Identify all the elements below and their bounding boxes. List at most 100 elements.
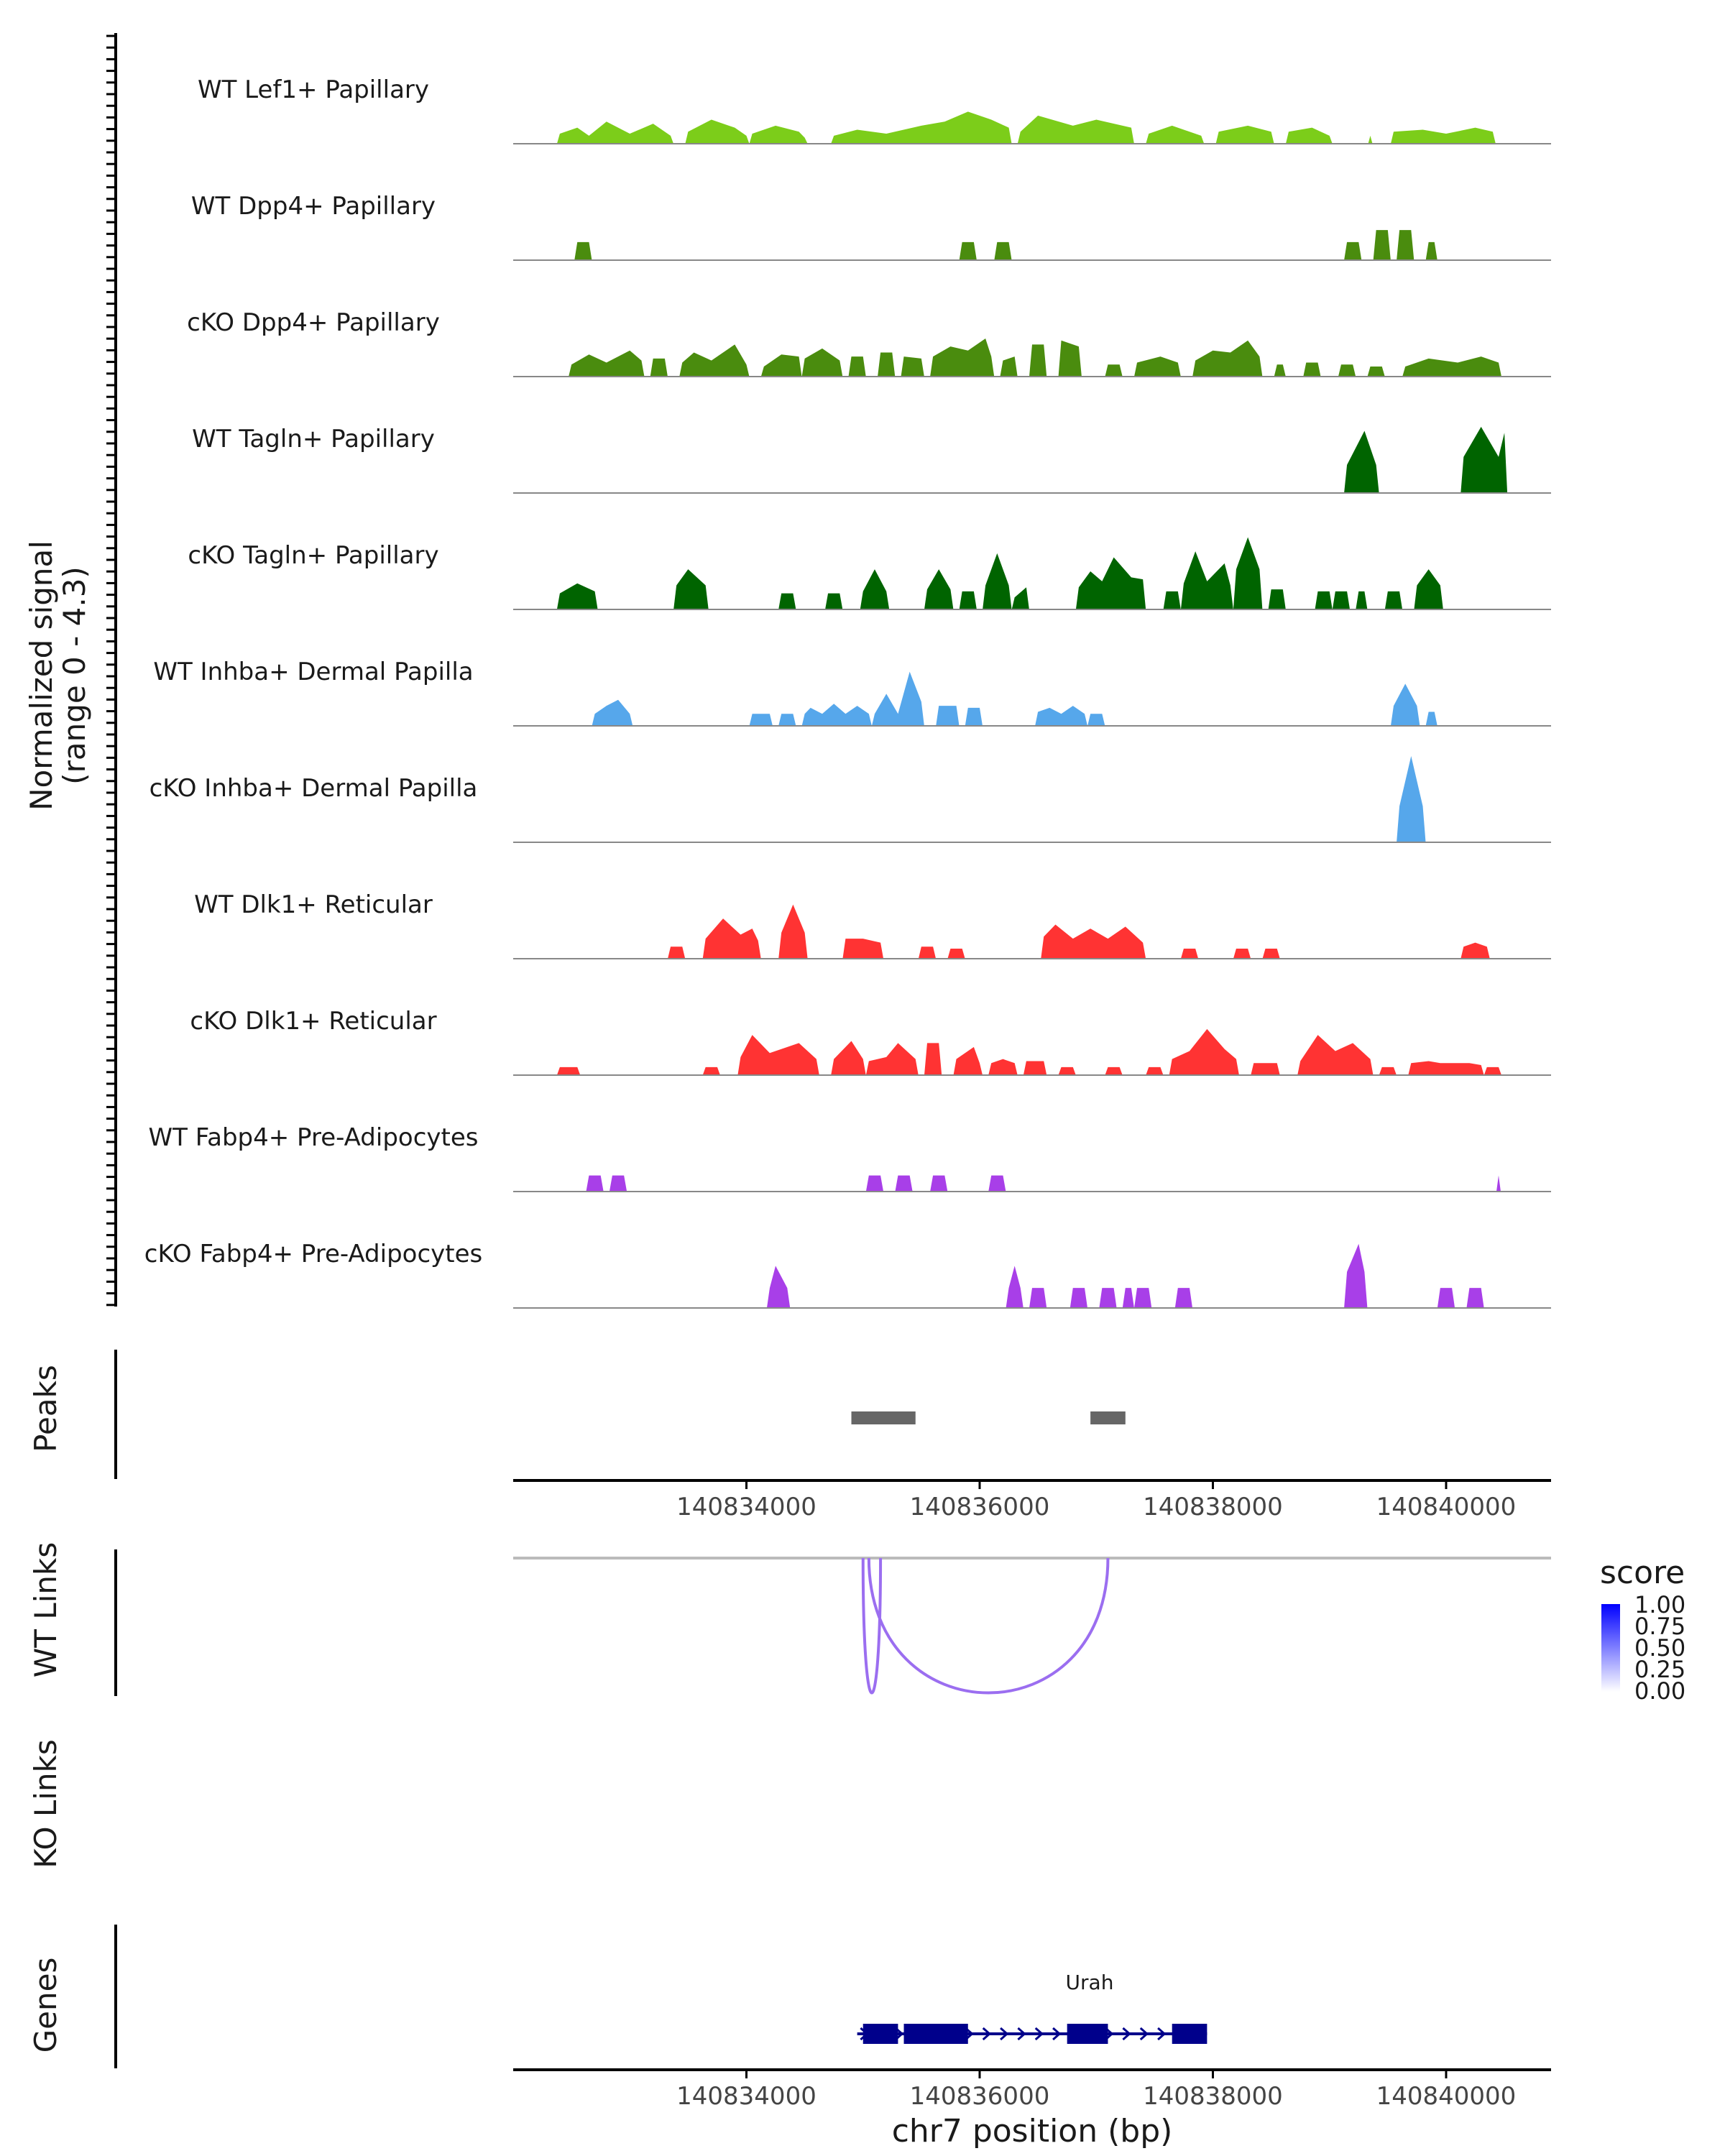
coverage-peak — [1466, 1288, 1484, 1308]
track-label: WT Dlk1+ Reticular — [194, 890, 433, 919]
coverage-peak — [994, 241, 1012, 260]
x-tick-label: 140834000 — [676, 2082, 816, 2111]
legend-tick-label: 0.75 — [1634, 1613, 1685, 1640]
coverage-peak — [1180, 551, 1233, 609]
coverage-peak — [1414, 569, 1443, 609]
coverage-peak — [1356, 591, 1368, 609]
coverage-peak — [1233, 949, 1251, 959]
track-label: cKO Dlk1+ Reticular — [190, 1007, 436, 1036]
coverage-peak — [1390, 127, 1496, 144]
coverage-peak — [1484, 1067, 1501, 1075]
coverage-peak — [1437, 1288, 1455, 1308]
x-tick-label: 140838000 — [1143, 2082, 1283, 2111]
coverage-peak — [1460, 426, 1508, 493]
coverage-peak — [1215, 125, 1274, 144]
coverage-peak — [860, 569, 890, 609]
coverage-peak — [924, 1043, 942, 1075]
coverage-peak — [1251, 1063, 1280, 1075]
track-label: cKO Fabp4+ Pre-Adipocytes — [144, 1240, 483, 1268]
coverage-peak — [953, 1046, 983, 1075]
coverage-peak — [831, 111, 1012, 144]
coverage-peak — [988, 1175, 1006, 1192]
coverage-peak — [749, 125, 808, 144]
x-axis-title: chr7 position (bp) — [892, 2113, 1173, 2150]
coverage-peak — [983, 553, 1012, 609]
coverage-peak — [556, 121, 674, 144]
coverage-track: cKO Tagln+ Papillary — [188, 537, 1551, 610]
strand-arrow — [982, 2027, 991, 2041]
coverage-peak — [1233, 537, 1263, 609]
legend-tick-label: 1.00 — [1634, 1591, 1685, 1618]
coverage-peak — [1384, 591, 1403, 609]
coverage-peak — [1274, 364, 1286, 377]
link-arc — [861, 1557, 883, 1695]
coverage-peak — [1379, 1067, 1397, 1075]
coverage-peak — [1460, 942, 1490, 959]
coverage-peak — [924, 569, 954, 609]
strand-arrow — [1052, 2027, 1062, 2041]
score-legend: score 1.00 0.75 0.50 0.25 0.00 — [1600, 1554, 1685, 1705]
coverage-track: WT Dpp4+ Papillary — [191, 192, 1551, 261]
coverage-peak — [1174, 1288, 1193, 1308]
coverage-peak — [650, 358, 668, 377]
gene-exon — [903, 2024, 968, 2044]
coverage-peak — [1075, 557, 1146, 609]
coverage-peak — [1006, 1266, 1024, 1308]
wt-links-track — [861, 1557, 1110, 1695]
coverage-peak — [1146, 1067, 1164, 1075]
coverage-peak — [778, 593, 796, 609]
coverage-peak — [1315, 591, 1333, 609]
peak-region — [851, 1411, 916, 1424]
coverage-peak — [1099, 1288, 1117, 1308]
coverage-peak — [1367, 367, 1385, 377]
coverage-peak — [1192, 340, 1263, 377]
coverage-peak — [1029, 344, 1047, 377]
coverage-y-axis-ticks — [106, 34, 116, 1307]
coverage-peak — [778, 714, 796, 726]
coverage-peak — [556, 583, 598, 609]
track-label: WT Fabp4+ Pre-Adipocytes — [149, 1123, 479, 1152]
coverage-peak — [1087, 714, 1105, 726]
coverage-peak — [930, 338, 995, 377]
peaks-track — [851, 1411, 1126, 1424]
legend-tick-label: 0.25 — [1634, 1656, 1685, 1683]
strand-arrow — [1139, 2027, 1149, 2041]
wt-links-track-title: WT Links — [28, 1542, 63, 1677]
coverage-peak — [1344, 241, 1362, 260]
coverage-peak — [1303, 362, 1321, 377]
coverage-peak — [871, 671, 924, 726]
coverage-peak — [1373, 230, 1391, 260]
coverage-track: WT Dlk1+ Reticular — [194, 890, 1551, 959]
coverage-track: cKO Inhba+ Dermal Papilla — [150, 756, 1551, 843]
coverage-peak — [609, 1175, 627, 1192]
coverage-peak — [895, 1175, 913, 1192]
coverage-peak — [842, 939, 884, 959]
coverage-peak — [1000, 356, 1018, 377]
coverage-peak — [760, 354, 802, 377]
track-label: cKO Dpp4+ Papillary — [187, 308, 440, 337]
coverage-peak — [737, 1035, 819, 1075]
gene-exon — [1067, 2024, 1108, 2044]
coverage-peak — [825, 593, 843, 609]
track-label: WT Inhba+ Dermal Papilla — [153, 658, 473, 686]
coverage-peak — [679, 344, 750, 377]
coverage-track: WT Lef1+ Papillary — [198, 75, 1551, 144]
coverage-peak — [801, 348, 843, 377]
coverage-peak — [1122, 1288, 1134, 1308]
coverage-peak — [936, 706, 960, 726]
x-tick-label: 140840000 — [1376, 1493, 1517, 1521]
legend-tick-label: 0.50 — [1634, 1634, 1685, 1662]
coverage-peak — [668, 946, 686, 959]
coverage-peak — [1425, 711, 1438, 726]
coverage-peak — [592, 699, 633, 726]
coverage-peak — [1023, 1061, 1047, 1075]
coverage-track: cKO Dpp4+ Papillary — [187, 308, 1551, 377]
coverage-peak — [556, 1067, 581, 1075]
x-tick-label: 140838000 — [1143, 1493, 1283, 1521]
coverage-peak — [702, 918, 761, 959]
track-label: cKO Inhba+ Dermal Papilla — [150, 774, 478, 803]
coverage-peak — [1169, 1028, 1239, 1075]
coverage-peak — [778, 904, 808, 959]
x-axis-upper: 140834000 140836000 140838000 140840000 — [676, 1480, 1516, 1521]
coverage-track: cKO Fabp4+ Pre-Adipocytes — [144, 1240, 1551, 1309]
